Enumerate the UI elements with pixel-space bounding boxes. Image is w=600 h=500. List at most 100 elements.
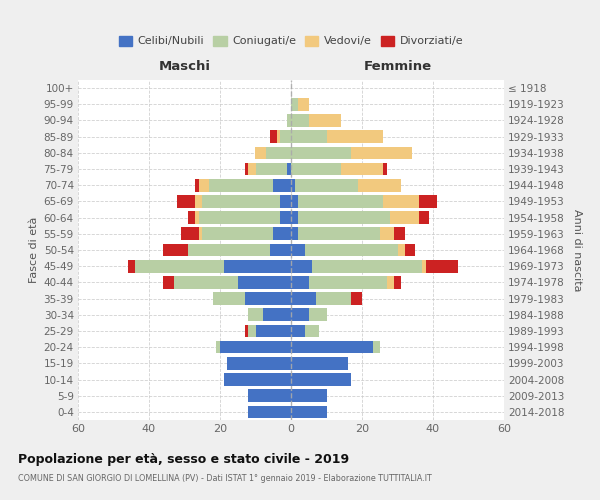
Bar [291, 244, 305, 256]
Bar [188, 244, 270, 256]
Bar [422, 260, 426, 272]
Bar [291, 212, 298, 224]
Bar [291, 146, 352, 159]
Bar [256, 324, 291, 338]
Bar [199, 179, 209, 192]
Bar [181, 228, 199, 240]
Bar [291, 308, 309, 321]
Bar [209, 179, 273, 192]
Bar [291, 406, 326, 418]
Bar [394, 276, 401, 288]
Bar [419, 195, 437, 207]
Bar [291, 390, 326, 402]
Bar [217, 341, 220, 353]
Y-axis label: Fasce di età: Fasce di età [29, 217, 40, 283]
Legend: Celibi/Nubili, Coniugati/e, Vedovi/e, Divorziati/e: Celibi/Nubili, Coniugati/e, Vedovi/e, Di… [115, 31, 467, 51]
Bar [287, 162, 291, 175]
Bar [358, 179, 401, 192]
Bar [309, 114, 341, 127]
Bar [298, 195, 383, 207]
Bar [291, 373, 352, 386]
Bar [202, 228, 273, 240]
Bar [291, 292, 316, 305]
Bar [245, 324, 248, 338]
Bar [174, 276, 238, 288]
Bar [298, 212, 391, 224]
Bar [316, 292, 352, 305]
Bar [291, 324, 305, 338]
Bar [394, 228, 404, 240]
Bar [248, 162, 256, 175]
Bar [280, 195, 291, 207]
Bar [291, 179, 295, 192]
Bar [188, 212, 195, 224]
Bar [199, 212, 280, 224]
Bar [227, 357, 291, 370]
Bar [398, 244, 404, 256]
Bar [224, 260, 291, 272]
Bar [298, 98, 309, 110]
Bar [273, 179, 291, 192]
Bar [277, 130, 280, 143]
Bar [404, 244, 415, 256]
Bar [199, 228, 202, 240]
Bar [266, 146, 291, 159]
Bar [380, 228, 394, 240]
Bar [256, 146, 266, 159]
Bar [224, 373, 291, 386]
Bar [280, 130, 291, 143]
Bar [291, 260, 313, 272]
Bar [291, 195, 298, 207]
Bar [291, 341, 373, 353]
Bar [248, 406, 291, 418]
Bar [238, 276, 291, 288]
Bar [248, 308, 263, 321]
Bar [280, 212, 291, 224]
Bar [352, 146, 412, 159]
Bar [291, 276, 309, 288]
Bar [309, 308, 326, 321]
Bar [195, 212, 199, 224]
Bar [245, 292, 291, 305]
Bar [387, 276, 394, 288]
Bar [256, 162, 287, 175]
Bar [373, 341, 380, 353]
Bar [419, 212, 430, 224]
Bar [326, 130, 383, 143]
Bar [178, 195, 195, 207]
Bar [291, 357, 348, 370]
Bar [287, 114, 291, 127]
Bar [383, 162, 387, 175]
Bar [128, 260, 135, 272]
Bar [273, 228, 291, 240]
Bar [135, 260, 224, 272]
Bar [313, 260, 422, 272]
Bar [270, 244, 291, 256]
Bar [195, 179, 199, 192]
Bar [352, 292, 362, 305]
Bar [309, 276, 387, 288]
Bar [305, 324, 319, 338]
Bar [270, 130, 277, 143]
Text: Femmine: Femmine [364, 60, 431, 73]
Bar [163, 276, 174, 288]
Bar [213, 292, 245, 305]
Bar [195, 195, 202, 207]
Bar [291, 98, 298, 110]
Bar [248, 390, 291, 402]
Text: COMUNE DI SAN GIORGIO DI LOMELLINA (PV) - Dati ISTAT 1° gennaio 2019 - Elaborazi: COMUNE DI SAN GIORGIO DI LOMELLINA (PV) … [18, 474, 432, 483]
Bar [383, 195, 419, 207]
Bar [291, 228, 298, 240]
Bar [263, 308, 291, 321]
Bar [163, 244, 188, 256]
Text: Popolazione per età, sesso e stato civile - 2019: Popolazione per età, sesso e stato civil… [18, 452, 349, 466]
Bar [298, 228, 380, 240]
Bar [202, 195, 280, 207]
Bar [391, 212, 419, 224]
Text: Maschi: Maschi [158, 60, 211, 73]
Bar [341, 162, 383, 175]
Bar [291, 162, 341, 175]
Bar [245, 162, 248, 175]
Bar [426, 260, 458, 272]
Bar [295, 179, 358, 192]
